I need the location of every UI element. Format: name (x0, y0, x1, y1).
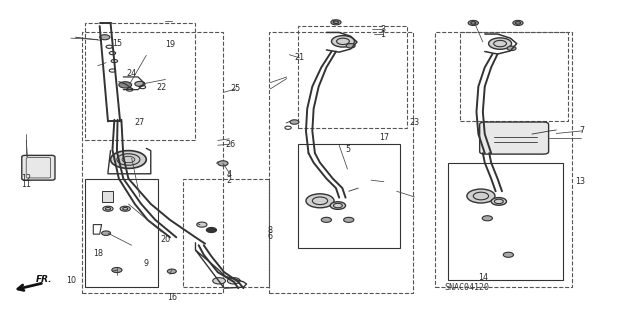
Circle shape (468, 20, 478, 26)
Text: 19: 19 (165, 40, 175, 49)
Circle shape (488, 38, 511, 49)
Text: 1: 1 (380, 30, 385, 39)
Circle shape (168, 269, 176, 273)
Circle shape (503, 252, 513, 257)
Circle shape (507, 46, 516, 50)
Circle shape (111, 151, 147, 168)
Circle shape (330, 202, 346, 209)
Bar (85, 179, 159, 286)
Text: 26: 26 (225, 140, 236, 149)
Circle shape (135, 81, 145, 86)
Circle shape (218, 161, 228, 166)
Circle shape (100, 35, 110, 40)
Text: 10: 10 (66, 276, 76, 285)
Circle shape (212, 278, 225, 284)
Circle shape (119, 82, 132, 88)
Circle shape (196, 222, 207, 227)
Circle shape (491, 197, 506, 205)
Text: 6: 6 (268, 232, 273, 241)
Text: FR.: FR. (36, 275, 52, 284)
Text: 3: 3 (380, 25, 385, 34)
Text: 2: 2 (227, 176, 232, 185)
Circle shape (482, 216, 492, 221)
Circle shape (290, 120, 299, 124)
FancyBboxPatch shape (479, 122, 548, 154)
Bar (435, 33, 572, 286)
Text: 23: 23 (410, 117, 420, 127)
Text: 21: 21 (294, 53, 305, 62)
Text: SNAC04120: SNAC04120 (445, 283, 490, 292)
Text: 11: 11 (21, 181, 31, 189)
Text: 5: 5 (345, 145, 350, 154)
FancyBboxPatch shape (22, 155, 55, 180)
Text: 17: 17 (379, 133, 389, 142)
Text: 25: 25 (230, 85, 241, 93)
Bar (461, 33, 568, 122)
Circle shape (102, 231, 111, 235)
Bar (85, 23, 195, 140)
Text: 13: 13 (575, 177, 586, 186)
Bar (182, 179, 269, 286)
Text: 9: 9 (144, 259, 149, 268)
Circle shape (306, 194, 334, 208)
Circle shape (206, 227, 216, 233)
Text: 27: 27 (135, 117, 145, 127)
Bar (298, 144, 400, 249)
Circle shape (332, 36, 355, 47)
Text: 8: 8 (268, 226, 273, 234)
Circle shape (120, 206, 131, 211)
Circle shape (321, 217, 332, 222)
Text: 7: 7 (579, 126, 584, 135)
Circle shape (103, 206, 113, 211)
Circle shape (346, 44, 355, 48)
Bar (83, 33, 223, 293)
Text: 15: 15 (112, 39, 122, 48)
Bar (298, 26, 408, 128)
Bar (102, 191, 113, 202)
Text: 22: 22 (157, 83, 167, 92)
Circle shape (513, 20, 523, 26)
Circle shape (112, 268, 122, 272)
Text: 12: 12 (21, 174, 31, 183)
Bar (448, 163, 563, 280)
Circle shape (331, 20, 341, 25)
Text: 18: 18 (93, 249, 103, 258)
Text: 16: 16 (167, 293, 177, 302)
Text: 14: 14 (478, 272, 488, 281)
Bar (269, 33, 413, 293)
Circle shape (344, 217, 354, 222)
Circle shape (227, 278, 240, 284)
Text: 4: 4 (227, 170, 232, 179)
Text: 20: 20 (161, 235, 170, 244)
Circle shape (467, 189, 495, 203)
Text: 24: 24 (127, 69, 137, 78)
